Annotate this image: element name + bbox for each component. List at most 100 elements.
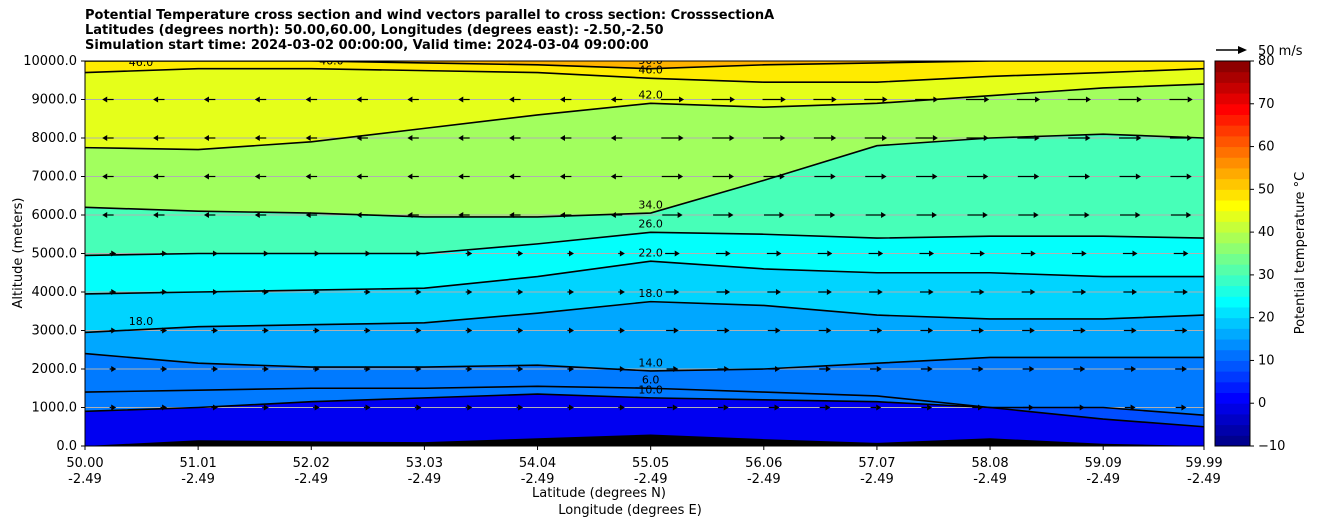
wind-arrowhead bbox=[467, 404, 473, 411]
y-tick-label-4: 4000.0 bbox=[32, 285, 78, 300]
x-tick-lon-4: -2.49 bbox=[521, 472, 555, 487]
wind-arrowhead bbox=[467, 289, 473, 295]
plot-area: 6.010.0 14.0 18.0 18.0 22.0 26.0 34.0 42.0 46.0 4… bbox=[85, 54, 1204, 446]
wind-arrowhead bbox=[305, 96, 311, 103]
wind-arrowhead bbox=[162, 327, 168, 334]
wind-arrowhead bbox=[1085, 135, 1091, 141]
wind-arrowhead bbox=[674, 289, 680, 295]
wind-arrowhead bbox=[509, 173, 515, 180]
colorbar-segment bbox=[1215, 253, 1250, 265]
colorbar-segment bbox=[1215, 339, 1250, 351]
wind-arrowhead bbox=[1136, 135, 1142, 141]
contour-line-50 bbox=[85, 61, 1204, 70]
wind-arrowhead bbox=[569, 327, 575, 334]
colorbar-segment bbox=[1215, 371, 1250, 383]
x-tick-lon-7: -2.49 bbox=[860, 472, 894, 487]
colorbar-segment bbox=[1215, 242, 1250, 254]
wind-arrowhead bbox=[928, 289, 934, 295]
wind-arrowhead bbox=[153, 96, 159, 103]
wind-arrowhead bbox=[1030, 250, 1036, 257]
wind-arrowhead bbox=[830, 212, 836, 218]
wind-arrowhead bbox=[560, 173, 566, 180]
wind-arrowhead bbox=[932, 173, 938, 180]
wind-arrowhead bbox=[467, 250, 473, 257]
wind-arrowhead bbox=[1187, 96, 1193, 103]
wind-arrowhead bbox=[212, 404, 218, 411]
wind-arrowhead bbox=[1131, 327, 1137, 334]
x-tick-lat-6: 56.06 bbox=[745, 456, 782, 471]
x-tick-lon-6: -2.49 bbox=[747, 472, 781, 487]
title-line-1: Potential Temperature cross section and … bbox=[85, 8, 775, 23]
x-tick-lon-1: -2.49 bbox=[181, 472, 215, 487]
wind-arrowhead bbox=[416, 327, 422, 334]
contour-line-22 bbox=[85, 260, 1204, 295]
wind-arrowhead bbox=[1028, 404, 1034, 411]
wind-arrowhead bbox=[931, 212, 937, 218]
wind-arrowhead bbox=[254, 212, 260, 218]
wind-arrowhead bbox=[1183, 250, 1189, 257]
fill-band-42 bbox=[85, 61, 1204, 150]
wind-arrowhead bbox=[831, 96, 837, 103]
wind-arrowhead bbox=[569, 250, 575, 257]
wind-arrowhead bbox=[674, 250, 680, 257]
colorbar-segment bbox=[1215, 328, 1250, 340]
wind-arrowhead bbox=[356, 212, 362, 218]
colorbar-segment bbox=[1215, 93, 1250, 105]
wind-arrowhead bbox=[416, 404, 422, 411]
wind-arrowhead bbox=[1132, 250, 1138, 257]
wind-arrowhead bbox=[1081, 289, 1087, 295]
wind-arrowhead bbox=[1130, 404, 1136, 411]
contour-line-14 bbox=[85, 352, 1204, 372]
colorbar-tick-label-4: 30 bbox=[1258, 268, 1275, 283]
wind-arrowhead bbox=[162, 366, 168, 372]
wind-arrowhead bbox=[679, 96, 685, 103]
x-tick-lon-8: -2.49 bbox=[973, 472, 1007, 487]
wind-arrowhead bbox=[677, 212, 683, 218]
contour-lines: 6.010.0 14.0 18.0 18.0 22.0 26.0 34.0 42.0 46.0 4… bbox=[85, 54, 1204, 428]
colorbar-tick-label-1: 0 bbox=[1258, 396, 1266, 411]
colorbar-tick-label-6: 50 bbox=[1258, 182, 1275, 197]
x-tick-lon-10: -2.49 bbox=[1187, 472, 1221, 487]
wind-arrowhead bbox=[314, 289, 320, 295]
chart-title: Potential Temperature cross section and … bbox=[85, 8, 774, 53]
wind-arrowhead bbox=[724, 366, 730, 372]
wind-arrowhead bbox=[831, 135, 837, 141]
wind-arrowhead bbox=[1131, 366, 1137, 372]
wind-arrowhead bbox=[983, 135, 989, 141]
x-tick-lat-5: 55.05 bbox=[632, 456, 669, 471]
wind-arrowhead bbox=[881, 173, 887, 180]
colorbar-segment bbox=[1215, 413, 1250, 426]
wind-arrowhead bbox=[314, 327, 320, 334]
wind-arrowhead bbox=[779, 173, 785, 180]
wind-arrowhead bbox=[407, 96, 413, 103]
wind-arrowhead bbox=[882, 96, 888, 103]
colorbar-segment bbox=[1215, 135, 1250, 148]
wind-arrowhead bbox=[673, 366, 679, 372]
wind-arrowhead bbox=[254, 173, 260, 180]
contour-line-18 bbox=[85, 300, 1204, 334]
wind-arrowhead bbox=[826, 289, 832, 295]
wind-arrowhead bbox=[830, 173, 836, 180]
wind-arrowhead bbox=[678, 135, 684, 141]
contour-label-50-0: 50.0 bbox=[638, 54, 663, 67]
wind-arrowhead bbox=[162, 404, 168, 411]
wind-arrowhead bbox=[1136, 96, 1142, 103]
contour-line-42 bbox=[85, 83, 1204, 151]
wind-arrowhead bbox=[518, 366, 524, 372]
y-tick-label-10: 10000.0 bbox=[23, 54, 77, 69]
wind-arrowhead bbox=[619, 404, 625, 411]
wind-arrowhead bbox=[928, 327, 934, 334]
wind-arrowhead bbox=[779, 212, 785, 218]
wind-arrowhead bbox=[1029, 366, 1035, 372]
colorbar-segment bbox=[1215, 189, 1250, 201]
colorbar-segment bbox=[1215, 296, 1250, 308]
wind-arrowhead bbox=[1034, 135, 1040, 141]
x-axis-label-line-1: Latitude (degrees N) bbox=[532, 486, 666, 501]
colorbar-segment bbox=[1215, 157, 1250, 169]
colorbar-segment bbox=[1215, 200, 1250, 212]
title-line-3: Simulation start time: 2024-03-02 00:00:… bbox=[85, 38, 649, 53]
wind-arrowhead bbox=[877, 327, 883, 334]
wind-arrowhead bbox=[1034, 173, 1040, 180]
wind-arrowhead bbox=[305, 135, 311, 141]
